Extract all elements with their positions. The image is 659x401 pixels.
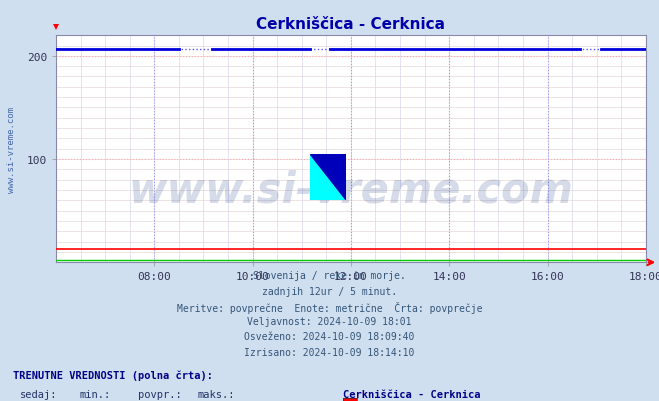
Text: Izrisano: 2024-10-09 18:14:10: Izrisano: 2024-10-09 18:14:10: [244, 347, 415, 357]
Text: zadnjih 12ur / 5 minut.: zadnjih 12ur / 5 minut.: [262, 286, 397, 296]
Text: maks.:: maks.:: [198, 389, 235, 399]
Text: sedaj:: sedaj:: [20, 389, 57, 399]
Text: www.si-vreme.com: www.si-vreme.com: [129, 169, 573, 211]
Text: Slovenija / reke in morje.: Slovenija / reke in morje.: [253, 271, 406, 281]
Title: Cerkniščica - Cerknica: Cerkniščica - Cerknica: [256, 17, 445, 32]
Text: TRENUTNE VREDNOSTI (polna črta):: TRENUTNE VREDNOSTI (polna črta):: [13, 369, 213, 380]
Text: povpr.:: povpr.:: [138, 389, 182, 399]
Text: Cerkniščica - Cerknica: Cerkniščica - Cerknica: [343, 389, 480, 399]
Polygon shape: [310, 154, 346, 200]
Text: www.si-vreme.com: www.si-vreme.com: [7, 107, 16, 192]
Text: Veljavnost: 2024-10-09 18:01: Veljavnost: 2024-10-09 18:01: [247, 316, 412, 326]
Polygon shape: [310, 154, 346, 200]
Text: min.:: min.:: [79, 389, 110, 399]
Text: Meritve: povprečne  Enote: metrične  Črta: povprečje: Meritve: povprečne Enote: metrične Črta:…: [177, 301, 482, 313]
Text: Osveženo: 2024-10-09 18:09:40: Osveženo: 2024-10-09 18:09:40: [244, 332, 415, 342]
